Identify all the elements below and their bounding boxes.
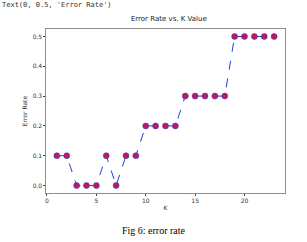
svg-text:0.0: 0.0 [33,182,43,189]
svg-text:20: 20 [241,197,249,204]
svg-text:Error Rate vs. K Value: Error Rate vs. K Value [131,15,207,23]
html-text:Fig 6: error rate: Fig 6: error rate [122,225,185,236]
svg-text:15: 15 [191,197,199,204]
svg-text:0.4: 0.4 [33,62,43,69]
svg-text:K: K [164,204,169,211]
svg-text:Error Rate: Error Rate [21,96,28,127]
svg-text:0: 0 [45,197,49,204]
svg-text:5: 5 [94,197,98,204]
svg-text:0.2: 0.2 [33,122,43,129]
html-text:Text(0, 0.5, 'Error Rate'): Text(0, 0.5, 'Error Rate') [2,1,112,9]
svg-text:0.1: 0.1 [33,152,43,159]
svg-text:0.5: 0.5 [33,33,43,40]
svg-text:0.3: 0.3 [33,92,43,99]
svg-text:10: 10 [142,197,150,204]
